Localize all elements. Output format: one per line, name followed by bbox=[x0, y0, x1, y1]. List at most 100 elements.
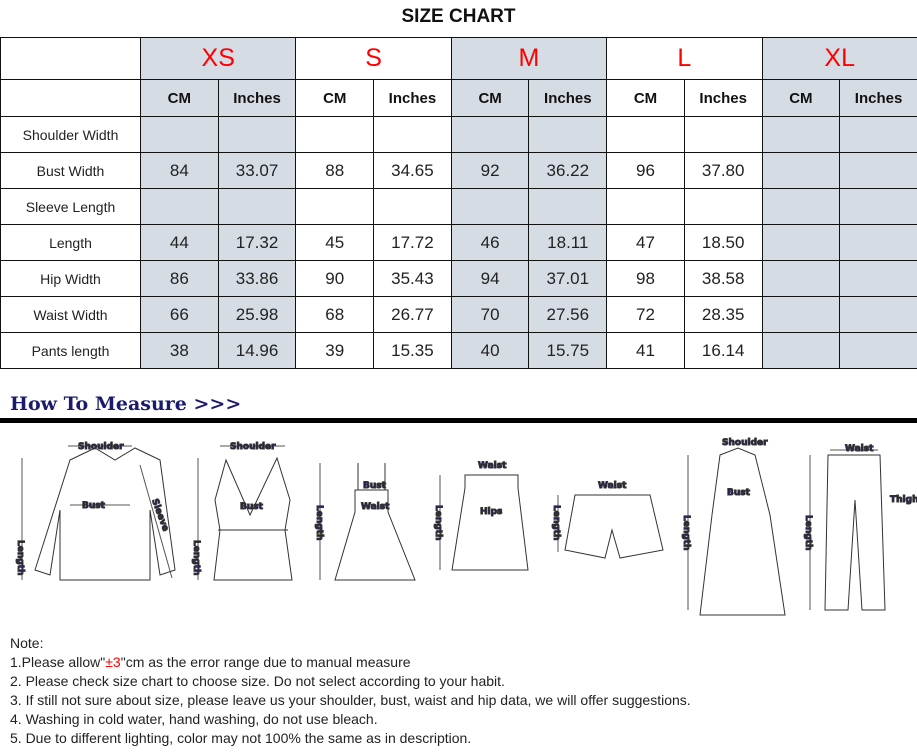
table-cell: 39 bbox=[295, 332, 375, 369]
unit-header: Inches bbox=[839, 79, 917, 117]
table-cell bbox=[839, 332, 917, 369]
table-cell: 33.07 bbox=[217, 152, 297, 189]
unit-header: CM bbox=[450, 79, 530, 117]
table-row: Bust Width 84 33.07 88 34.65 92 36.22 96 37.80 bbox=[0, 152, 917, 189]
table-cell: 96 bbox=[606, 152, 685, 189]
table-cell bbox=[373, 188, 452, 225]
divider bbox=[0, 418, 917, 423]
note-3: 3. If still not sure about size, please … bbox=[10, 692, 691, 708]
table-cell bbox=[295, 116, 375, 153]
table-row: Sleeve Length bbox=[0, 188, 917, 225]
table-cell: 18.50 bbox=[683, 224, 763, 261]
table-cell: 17.72 bbox=[373, 224, 452, 261]
note-2: 2. Please check size chart to choose siz… bbox=[10, 673, 505, 689]
svg-text:Shoulder: Shoulder bbox=[722, 438, 768, 448]
table-row: Pants length 38 14.96 39 15.35 40 15.75 41 16.14 bbox=[0, 332, 917, 369]
svg-text:Waist: Waist bbox=[598, 481, 627, 491]
table-cell: 72 bbox=[606, 296, 685, 333]
note-4: 4. Washing in cold water, hand washing, … bbox=[10, 711, 378, 727]
table-cell bbox=[683, 188, 763, 225]
row-label: Pants length bbox=[0, 332, 141, 369]
table-cell bbox=[217, 116, 297, 153]
svg-text:Thigh: Thigh bbox=[890, 495, 917, 505]
table-cell bbox=[295, 188, 375, 225]
unit-header: Inches bbox=[528, 79, 608, 117]
table-cell bbox=[450, 188, 530, 225]
svg-text:Bust: Bust bbox=[240, 502, 264, 512]
table-cell: 35.43 bbox=[373, 260, 452, 297]
table-cell bbox=[761, 260, 841, 297]
table-cell bbox=[839, 116, 917, 153]
table-row: Waist Width 66 25.98 68 26.77 70 27.56 72 28.35 bbox=[0, 296, 917, 333]
table-cell: 92 bbox=[450, 152, 530, 189]
tank-top-diagram: Shoulder Bust Length bbox=[191, 442, 293, 581]
dress-diagram: Bust Waist Length bbox=[314, 463, 416, 581]
svg-text:Shoulder: Shoulder bbox=[230, 442, 276, 452]
size-header-xs: XS bbox=[139, 37, 297, 80]
table-cell: 16.14 bbox=[683, 332, 763, 369]
row-label: Length bbox=[0, 224, 141, 261]
svg-text:Bust: Bust bbox=[82, 501, 106, 511]
unit-header: CM bbox=[140, 79, 219, 117]
coat-diagram: Shoulder Bust Length bbox=[681, 438, 786, 616]
page-title: SIZE CHART bbox=[401, 6, 516, 27]
table-cell: 33.86 bbox=[217, 260, 297, 297]
table-cell: 37.80 bbox=[683, 152, 763, 189]
svg-text:Waist: Waist bbox=[478, 461, 507, 471]
table-cell bbox=[528, 116, 608, 153]
table-cell bbox=[839, 296, 917, 333]
table-cell: 17.32 bbox=[217, 224, 297, 261]
table-cell bbox=[140, 188, 219, 225]
table-cell: 90 bbox=[295, 260, 375, 297]
table-cell: 15.35 bbox=[373, 332, 452, 369]
table-cell: 46 bbox=[450, 224, 530, 261]
table-cell: 26.77 bbox=[373, 296, 452, 333]
table-row: Shoulder Width bbox=[0, 116, 917, 153]
table-cell: 28.35 bbox=[683, 296, 763, 333]
pants-diagram: Waist Thigh Length bbox=[803, 444, 917, 611]
table-cell bbox=[761, 224, 841, 261]
table-cell: 15.75 bbox=[528, 332, 608, 369]
svg-text:Bust: Bust bbox=[727, 488, 751, 498]
size-header-xl: XL bbox=[761, 37, 917, 80]
table-cell: 68 bbox=[295, 296, 375, 333]
table-cell: 37.01 bbox=[528, 260, 608, 297]
table-cell: 38.58 bbox=[683, 260, 763, 297]
svg-text:Length: Length bbox=[15, 540, 25, 575]
svg-text:Waist: Waist bbox=[361, 502, 390, 512]
table-cell bbox=[450, 116, 530, 153]
table-cell: 86 bbox=[140, 260, 219, 297]
svg-text:Shoulder: Shoulder bbox=[78, 442, 124, 452]
table-cell: 84 bbox=[140, 152, 219, 189]
svg-text:Length: Length bbox=[681, 515, 691, 550]
row-label: Sleeve Length bbox=[0, 188, 141, 225]
unit-header: CM bbox=[295, 79, 375, 117]
table-cell: 98 bbox=[606, 260, 685, 297]
table-cell bbox=[761, 188, 841, 225]
unit-corner-cell bbox=[0, 79, 141, 117]
row-label: Shoulder Width bbox=[0, 116, 141, 153]
table-cell bbox=[761, 332, 841, 369]
table-cell: 27.56 bbox=[528, 296, 608, 333]
table-cell: 25.98 bbox=[217, 296, 297, 333]
table-cell: 14.96 bbox=[217, 332, 297, 369]
table-cell: 41 bbox=[606, 332, 685, 369]
notes: Note: 1.Please allow"±3"cm as the error … bbox=[10, 634, 691, 748]
svg-text:Bust: Bust bbox=[363, 481, 387, 491]
table-cell bbox=[528, 188, 608, 225]
table-cell bbox=[839, 224, 917, 261]
table-cell bbox=[839, 188, 917, 225]
table-cell bbox=[217, 188, 297, 225]
svg-text:Length: Length bbox=[314, 505, 324, 540]
svg-text:Hips: Hips bbox=[480, 507, 502, 517]
svg-text:Length: Length bbox=[433, 505, 443, 540]
skirt-diagram: Waist Hips Length bbox=[433, 461, 529, 571]
table-cell: 47 bbox=[606, 224, 685, 261]
shorts-diagram: Waist Length bbox=[551, 481, 664, 559]
table-cell bbox=[761, 116, 841, 153]
table-cell: 44 bbox=[140, 224, 219, 261]
note-1: 1.Please allow"±3"cm as the error range … bbox=[10, 654, 411, 670]
table-cell bbox=[839, 260, 917, 297]
